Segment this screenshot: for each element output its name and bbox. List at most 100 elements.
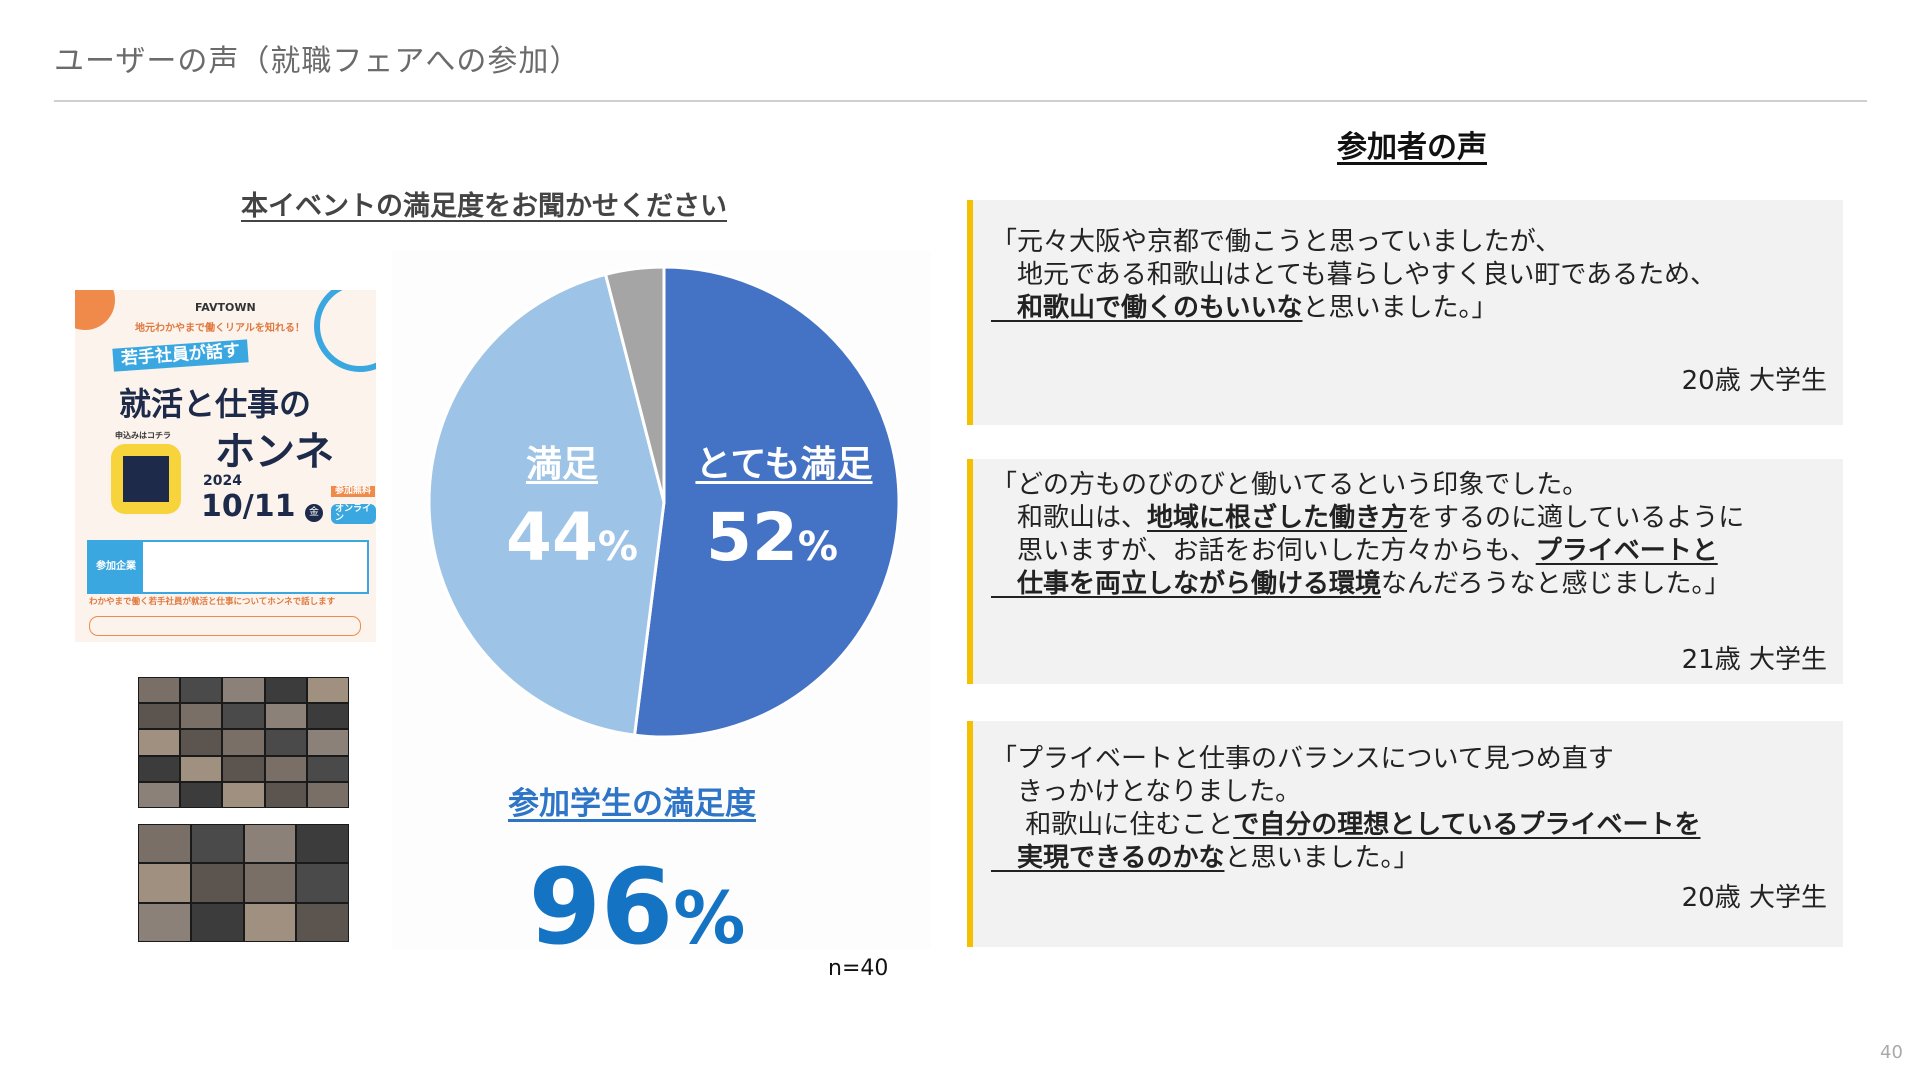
poster-companies: 参加企業: [89, 542, 143, 592]
quote-emphasis: 地域に根ざした働き方: [1147, 503, 1408, 533]
pie-label-very-satisfied-name: とても満足: [695, 444, 873, 485]
video-tile: [222, 703, 265, 730]
video-tile: [296, 902, 349, 942]
video-tile: [264, 703, 307, 730]
video-tile: [222, 781, 265, 808]
poster-qr-label: 申込みはコチラ: [115, 431, 171, 440]
quote-segment: 和歌山は、: [991, 503, 1148, 533]
poster-footer: わかやまで働く若手社員が就活と仕事についてホンネで話します: [89, 597, 336, 607]
poster-title-1: 就活と仕事の: [119, 385, 312, 423]
pie-value-very-satisfied: 52%: [692, 499, 852, 576]
video-tile: [264, 781, 307, 808]
online-session-screenshot-1: [138, 677, 349, 808]
quote-line: 和歌山に住むことで自分の理想としているプライベートを: [991, 809, 1823, 842]
qr-code-icon: [123, 456, 169, 502]
quote-segment: 「どの方ものびのびと働いてるという印象でした。: [991, 470, 1589, 500]
video-tile: [180, 729, 223, 756]
quote-line: 和歌山で働くのもいいなと思いました。」: [991, 292, 1823, 325]
quote-segment: きっかけとなりました。: [991, 777, 1302, 807]
video-tile: [306, 703, 349, 730]
quote-line: 「どの方ものびのびと働いてるという印象でした。: [991, 469, 1823, 502]
pie-value-satisfied: 44%: [492, 499, 652, 576]
quote-segment: と思いました。」: [1224, 843, 1420, 873]
poster-tagline: 地元わかやまで働くリアルを知れる！: [135, 323, 305, 334]
page-title: ユーザーの声（就職フェアへの参加）: [54, 44, 581, 79]
sample-size: n=40: [828, 956, 889, 981]
quote-segment: 「プライベートと仕事のバランスについて見つめ直す: [991, 744, 1614, 774]
video-tile: [243, 863, 297, 903]
pie-value-unit: %: [597, 524, 638, 570]
voice-author: 20歳 大学生: [1681, 366, 1827, 396]
pie-value-satisfied-number: 44: [506, 499, 598, 576]
voice-quote: 「元々大阪や京都で働こうと思っていましたが、 地元である和歌山はとても暮らしやす…: [991, 226, 1823, 325]
pie-label-satisfied-name: 満足: [525, 444, 598, 485]
quote-line: 地元である和歌山はとても暮らしやすく良い町であるため、: [991, 259, 1823, 292]
poster-free: 参加無料: [331, 486, 376, 497]
quote-line: 実現できるのかなと思いました。」: [991, 842, 1823, 875]
quote-segment: をするのに適しているように: [1407, 503, 1745, 533]
video-tile: [138, 677, 181, 704]
video-tile: [180, 703, 223, 730]
quote-emphasis: プライベートと: [1535, 536, 1718, 566]
video-tile: [222, 677, 265, 704]
poster-brand: FAVTOWN: [195, 301, 256, 314]
poster-online: オンライン: [331, 504, 376, 524]
video-tile: [138, 729, 181, 756]
video-tile: [138, 863, 191, 903]
video-tile: [138, 755, 181, 782]
pie-value-unit: %: [797, 524, 838, 570]
online-session-screenshot-2: [138, 824, 349, 942]
video-tile: [264, 755, 307, 782]
video-tile: [138, 703, 181, 730]
quote-emphasis: 実現できるのかな: [991, 843, 1225, 873]
video-tile: [243, 824, 297, 864]
voices-heading: 参加者の声: [1337, 130, 1487, 165]
quote-emphasis: 和歌山で働くのもいいな: [991, 293, 1303, 323]
poster-year: 2024: [203, 473, 242, 489]
overall-satisfaction-label: 参加学生の満足度: [508, 786, 756, 822]
title-divider: [54, 100, 1867, 102]
quote-line: 「プライベートと仕事のバランスについて見つめ直す: [991, 743, 1823, 776]
video-tile: [306, 781, 349, 808]
video-tile: [180, 677, 223, 704]
quote-line: 和歌山は、地域に根ざした働き方をするのに適しているように: [991, 502, 1823, 535]
pie-slice-0: [632, 265, 901, 739]
quote-line: きっかけとなりました。: [991, 776, 1823, 809]
survey-heading: 本イベントの満足度をお聞かせください: [241, 191, 727, 222]
voice-card: 「プライベートと仕事のバランスについて見つめ直す きっかけとなりました。 和歌山…: [967, 721, 1843, 947]
poster-title-2: ホンネ: [215, 429, 335, 475]
video-tile: [243, 902, 297, 942]
quote-segment: 地元である和歌山はとても暮らしやすく良い町であるため、: [991, 260, 1717, 290]
quote-line: 「元々大阪や京都で働こうと思っていましたが、: [991, 226, 1823, 259]
video-tile: [180, 781, 223, 808]
voice-author: 20歳 大学生: [1681, 883, 1827, 913]
video-tile: [264, 729, 307, 756]
video-tile: [306, 755, 349, 782]
overall-value-number: 96: [528, 846, 674, 968]
video-tile: [180, 755, 223, 782]
video-tile: [222, 729, 265, 756]
video-tile: [138, 902, 191, 942]
quote-segment: 思いますが、お話をお伺いした方々からも、: [991, 536, 1536, 566]
video-tile: [306, 677, 349, 704]
page-number: 40: [1880, 1042, 1903, 1063]
pie-label-satisfied: 満足: [512, 435, 612, 487]
video-tile: [190, 902, 244, 942]
quote-line: 思いますが、お話をお伺いした方々からも、プライベートと: [991, 535, 1823, 568]
pie-slice-1: [427, 272, 666, 737]
pie-chart: [427, 265, 901, 739]
overall-value-unit: %: [673, 876, 746, 960]
video-tile: [138, 824, 191, 864]
pie-value-very-satisfied-number: 52: [706, 499, 798, 576]
video-tile: [190, 863, 244, 903]
event-poster-image: FAVTOWN 地元わかやまで働くリアルを知れる！ 若手社員が話す 就活と仕事の…: [75, 290, 376, 642]
satisfaction-chart: 満足 44% とても満足 52% 参加学生の満足度 96%: [392, 251, 931, 968]
voice-author: 21歳 大学生: [1681, 645, 1827, 675]
quote-line: 仕事を両立しながら働ける環境なんだろうなと感じました。」: [991, 568, 1823, 601]
overall-satisfaction-value: 96%: [392, 846, 882, 968]
video-tile: [138, 781, 181, 808]
quote-emphasis: で自分の理想としているプライベートを: [1233, 810, 1701, 840]
pie-label-very-satisfied: とても満足: [684, 435, 884, 487]
poster-day: 金: [305, 504, 323, 522]
pie-slice-2: [603, 265, 666, 503]
